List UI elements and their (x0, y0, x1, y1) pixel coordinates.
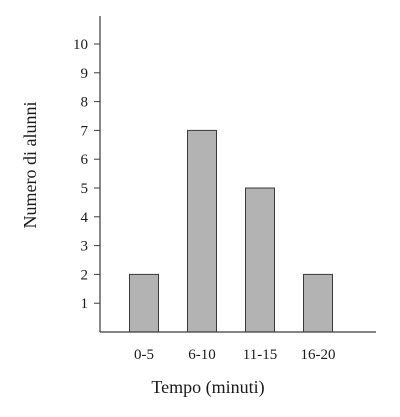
y-tick-label: 3 (81, 239, 89, 255)
x-axis-label: Tempo (minuti) (151, 377, 264, 398)
y-tick-label: 2 (81, 267, 89, 283)
y-axis-ticks (94, 43, 100, 304)
y-tick-label: 10 (73, 37, 88, 53)
y-tick-label: 4 (81, 210, 89, 226)
y-tick-label: 5 (81, 181, 89, 197)
bar-11-15 (245, 187, 275, 333)
bar-0-5 (129, 273, 159, 333)
x-axis-tick-labels: 0-5 6-10 11-15 16-20 (134, 347, 336, 363)
y-axis-tick-labels: 1 2 3 4 5 6 7 8 9 10 (73, 37, 89, 312)
bar-16-20 (303, 273, 333, 333)
x-tick-label: 6-10 (188, 347, 216, 363)
y-tick-label: 6 (81, 152, 89, 168)
bar-6-10 (187, 129, 217, 333)
y-tick-label: 8 (81, 95, 89, 111)
y-tick-label: 1 (81, 296, 89, 312)
x-tick-label: 0-5 (134, 347, 154, 363)
bars (129, 129, 333, 333)
y-tick-label: 7 (81, 123, 89, 139)
y-axis-label: Numero di alunni (20, 102, 40, 229)
x-tick-label: 16-20 (301, 347, 336, 363)
x-tick-label: 11-15 (243, 347, 277, 363)
y-tick-label: 9 (81, 66, 89, 82)
